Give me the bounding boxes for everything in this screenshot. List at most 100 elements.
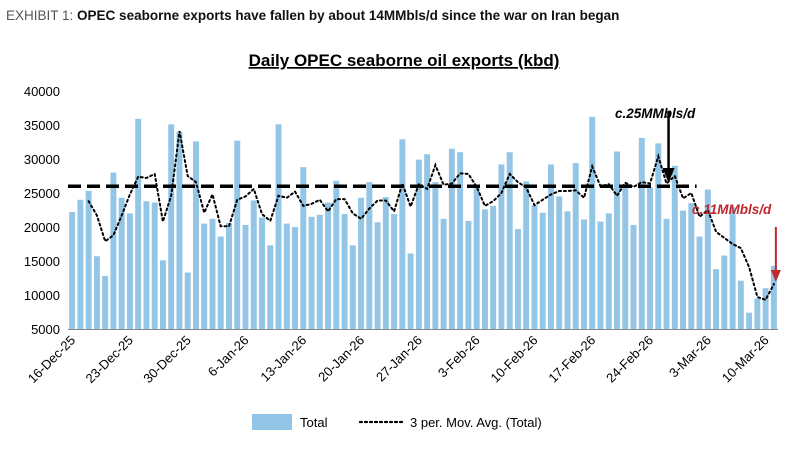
legend-label-total: Total (300, 415, 328, 430)
bar (680, 210, 687, 329)
annotation-high-label: c.25MMbls/d (615, 106, 696, 121)
bar (333, 180, 340, 329)
bar (382, 197, 389, 329)
bar (341, 214, 348, 329)
bar (415, 159, 422, 329)
moving-average-series (87, 130, 775, 302)
bar (663, 218, 670, 329)
x-tick-label: 10-Feb-26 (488, 333, 541, 386)
bar (69, 212, 76, 329)
bar (292, 227, 299, 329)
bar (259, 217, 265, 329)
bar (514, 229, 521, 329)
bar (655, 143, 662, 329)
bar (638, 137, 645, 329)
bar (267, 245, 274, 329)
bar (581, 219, 587, 329)
bar (713, 269, 720, 329)
bar (737, 280, 744, 329)
bar (143, 201, 150, 329)
bar (192, 141, 199, 329)
bar (547, 164, 554, 329)
y-tick-label: 35000 (24, 118, 60, 133)
bar (118, 197, 125, 329)
bar (407, 253, 414, 329)
bar (250, 200, 257, 329)
bar (126, 213, 133, 329)
bar (374, 222, 381, 329)
legend-label-moving-average: 3 per. Mov. Avg. (Total) (410, 415, 542, 430)
bar (424, 154, 431, 329)
x-tick-label: 17-Feb-26 (545, 333, 598, 386)
y-axis: 5000 10000 15000 20000 25000 30000 35000 40000 (24, 84, 60, 337)
y-tick-label: 10000 (24, 288, 60, 303)
bar (622, 184, 629, 329)
annotation-low-arrowhead (770, 270, 781, 282)
bar (754, 298, 761, 329)
bar (671, 165, 678, 329)
bar (589, 116, 596, 329)
bar (110, 172, 117, 329)
bar (85, 190, 92, 329)
chart-title: Daily OPEC seaborne oil exports (kbd) (249, 51, 560, 70)
bar (209, 218, 216, 329)
legend: Total 3 per. Mov. Avg. (Total) (252, 414, 542, 430)
bar (746, 312, 753, 329)
bar (432, 182, 439, 329)
bar (457, 152, 464, 329)
bar (93, 256, 100, 329)
bar (283, 223, 290, 329)
bar (630, 224, 637, 329)
bar (465, 220, 472, 329)
moving-average-line (87, 130, 775, 302)
bar (399, 139, 406, 329)
x-tick-label: 6-Jan-26 (205, 333, 252, 380)
bar (531, 205, 538, 329)
bar (316, 214, 323, 329)
bar (696, 236, 703, 329)
bar (358, 197, 365, 329)
bar (308, 216, 315, 329)
bar (572, 163, 579, 329)
bar (226, 222, 232, 329)
exhibit-header: EXHIBIT 1: OPEC seaborne exports have fa… (6, 8, 619, 23)
x-tick-label: 16-Dec-25 (25, 333, 79, 387)
bar (159, 260, 166, 329)
bar (448, 148, 455, 329)
bar (523, 181, 530, 329)
bar (349, 245, 356, 329)
bar (135, 118, 142, 329)
legend-swatch-total (252, 414, 292, 430)
bar (481, 209, 488, 329)
bar (217, 236, 224, 329)
bar (275, 124, 282, 329)
bar (647, 187, 654, 329)
bar (366, 182, 373, 329)
annotations: c.25MMbls/d c.11MMbls/d (615, 106, 781, 282)
bar (539, 212, 546, 329)
bar (102, 275, 109, 329)
bar (770, 265, 777, 329)
bar (391, 214, 398, 329)
annotation-high-arrowhead (662, 168, 675, 183)
bar (473, 188, 480, 329)
exhibit-title: OPEC seaborne exports have fallen by abo… (77, 8, 620, 23)
x-axis: 16-Dec-25 23-Dec-25 30-Dec-25 6-Jan-26 13-Ja… (25, 333, 772, 387)
x-tick-label: 23-Dec-25 (83, 333, 137, 387)
bar (201, 223, 208, 329)
bar-series (69, 116, 777, 329)
bar (325, 202, 332, 329)
y-tick-label: 40000 (24, 84, 60, 99)
y-tick-label: 5000 (31, 322, 60, 337)
bar (704, 189, 711, 329)
bar (506, 152, 513, 329)
bar (490, 205, 497, 329)
x-tick-label: 3-Feb-26 (435, 333, 483, 381)
bar (597, 221, 604, 329)
bar (184, 272, 191, 329)
bar (688, 203, 695, 329)
bar (440, 218, 447, 329)
bar (151, 202, 158, 329)
bar (614, 151, 620, 329)
